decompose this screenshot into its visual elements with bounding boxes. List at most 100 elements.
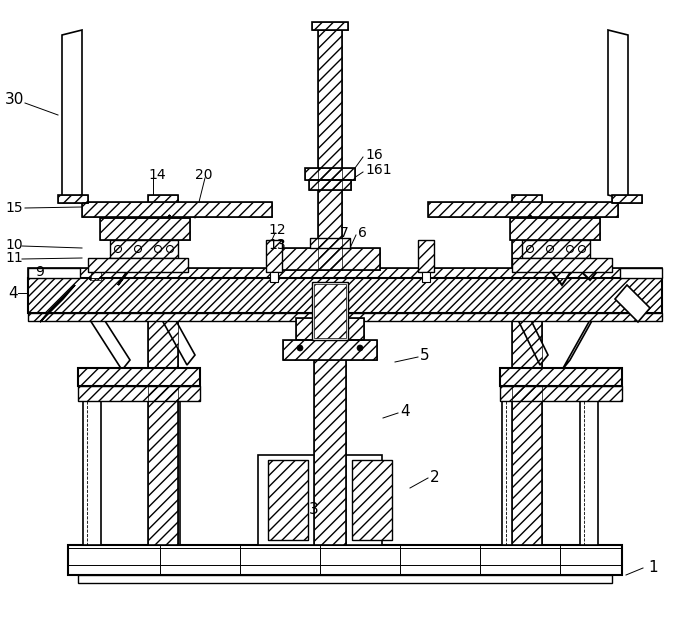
Bar xyxy=(88,258,188,272)
Text: 16: 16 xyxy=(365,148,383,162)
Text: 4: 4 xyxy=(400,404,410,420)
Bar xyxy=(28,268,662,278)
Bar xyxy=(82,202,272,217)
Bar xyxy=(500,368,622,386)
Bar xyxy=(500,368,622,386)
Bar xyxy=(510,218,600,240)
Bar xyxy=(500,386,622,401)
Bar xyxy=(266,240,282,272)
Polygon shape xyxy=(40,285,75,322)
Bar xyxy=(612,195,642,203)
Polygon shape xyxy=(615,285,650,322)
Bar xyxy=(312,22,348,30)
Polygon shape xyxy=(62,30,82,200)
Text: 12: 12 xyxy=(268,223,286,237)
Bar xyxy=(512,195,542,545)
Circle shape xyxy=(297,345,303,351)
Bar xyxy=(28,278,662,313)
Bar xyxy=(310,238,350,248)
Bar xyxy=(305,168,355,180)
Bar xyxy=(296,318,364,340)
Bar xyxy=(314,284,346,338)
Bar xyxy=(28,268,662,278)
Text: 1: 1 xyxy=(648,560,658,575)
Bar xyxy=(296,318,364,340)
Polygon shape xyxy=(520,215,572,285)
Bar xyxy=(258,455,382,545)
Bar xyxy=(100,218,190,240)
Bar xyxy=(110,240,178,258)
Bar xyxy=(280,248,380,270)
Polygon shape xyxy=(562,310,598,370)
Polygon shape xyxy=(90,218,152,280)
Bar xyxy=(318,30,342,270)
Bar xyxy=(28,268,80,278)
Bar xyxy=(28,313,662,321)
Polygon shape xyxy=(538,218,600,280)
Bar xyxy=(58,195,88,203)
Text: 9: 9 xyxy=(35,265,44,279)
Bar xyxy=(280,248,380,270)
Bar xyxy=(620,268,662,278)
Bar xyxy=(88,258,188,272)
Bar xyxy=(309,180,351,190)
Bar xyxy=(270,272,278,282)
Bar xyxy=(352,460,392,540)
Bar xyxy=(148,195,178,545)
Bar xyxy=(91,268,101,280)
Bar xyxy=(314,338,346,545)
Bar xyxy=(148,195,178,545)
Bar xyxy=(428,202,618,217)
Bar xyxy=(510,218,600,240)
Bar xyxy=(100,218,190,240)
Text: 20: 20 xyxy=(195,168,213,182)
Text: 11: 11 xyxy=(5,251,23,265)
Bar xyxy=(512,258,612,272)
Bar xyxy=(418,240,434,272)
Bar xyxy=(78,368,200,386)
Bar xyxy=(580,401,598,545)
Bar xyxy=(266,240,282,272)
Bar xyxy=(422,272,430,282)
Bar xyxy=(312,22,348,30)
Bar xyxy=(82,202,272,217)
Bar xyxy=(314,338,346,545)
Circle shape xyxy=(357,345,363,351)
Text: 15: 15 xyxy=(5,201,23,215)
Bar xyxy=(78,386,200,401)
Polygon shape xyxy=(518,310,548,365)
Bar xyxy=(78,575,612,583)
Bar xyxy=(283,340,377,360)
Bar xyxy=(305,168,355,180)
Text: 3: 3 xyxy=(309,502,319,518)
Bar xyxy=(268,460,308,540)
Bar xyxy=(58,195,88,203)
Polygon shape xyxy=(90,310,130,370)
Text: 14: 14 xyxy=(148,168,166,182)
Bar xyxy=(612,195,642,203)
Text: 4: 4 xyxy=(8,285,18,301)
Bar xyxy=(512,195,542,545)
Text: 7: 7 xyxy=(340,226,348,240)
Bar xyxy=(318,30,342,270)
Bar xyxy=(428,202,618,217)
Bar xyxy=(418,240,434,272)
Bar xyxy=(283,340,377,360)
Bar xyxy=(162,401,180,545)
Bar xyxy=(512,258,612,272)
Bar xyxy=(352,460,392,540)
Bar xyxy=(28,278,662,313)
Bar xyxy=(522,240,590,258)
Bar xyxy=(502,401,520,545)
Bar xyxy=(110,240,178,258)
Bar xyxy=(500,386,622,401)
Bar xyxy=(78,386,200,401)
Polygon shape xyxy=(118,215,170,285)
Bar xyxy=(28,313,662,321)
Text: 10: 10 xyxy=(5,238,23,252)
Bar xyxy=(309,180,351,190)
Bar xyxy=(310,238,350,248)
Text: 5: 5 xyxy=(420,347,430,363)
Bar xyxy=(268,460,308,540)
Bar xyxy=(314,284,346,338)
